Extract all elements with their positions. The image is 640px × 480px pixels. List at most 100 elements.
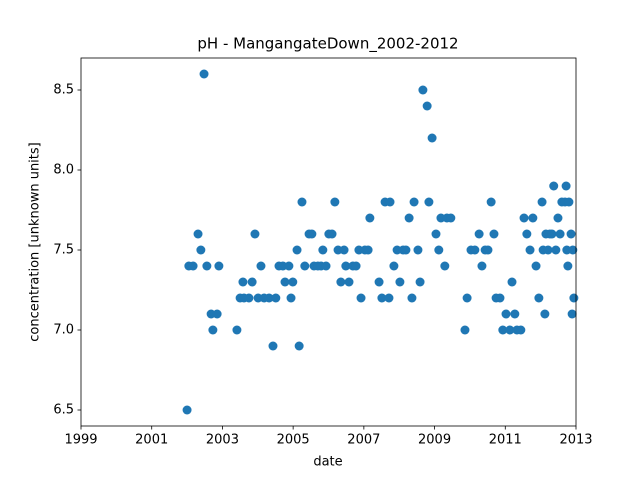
data-point: [356, 293, 366, 303]
data-point: [555, 229, 565, 239]
data-point: [415, 277, 425, 287]
data-point: [351, 261, 361, 271]
data-point: [377, 293, 387, 303]
data-point: [264, 293, 274, 303]
y-tick-label: 7.5: [53, 243, 74, 258]
y-axis-label: concentration [unknown units]: [28, 142, 43, 341]
data-point: [182, 405, 192, 415]
x-tick-label: 2013: [559, 433, 592, 448]
data-point: [474, 229, 484, 239]
x-tick-label: 2003: [206, 433, 239, 448]
data-point: [407, 293, 417, 303]
data-point: [440, 261, 450, 271]
data-point: [507, 277, 517, 287]
data-point: [327, 229, 337, 239]
data-point: [341, 261, 351, 271]
data-point: [247, 277, 257, 287]
data-point: [214, 261, 224, 271]
x-tick-label: 2001: [135, 433, 168, 448]
x-axis-label: date: [313, 455, 342, 470]
data-point: [446, 213, 456, 223]
data-point: [501, 309, 511, 319]
data-point: [549, 181, 559, 191]
data-point: [563, 261, 573, 271]
data-point: [300, 261, 310, 271]
data-point: [318, 245, 328, 255]
data-point: [483, 245, 493, 255]
data-point: [528, 213, 538, 223]
data-point: [486, 197, 496, 207]
data-point: [395, 277, 405, 287]
data-point: [510, 309, 520, 319]
data-point: [256, 261, 266, 271]
data-point: [389, 261, 399, 271]
y-tick-label: 7.0: [53, 323, 74, 338]
data-point: [422, 101, 432, 111]
data-point: [336, 277, 346, 287]
data-point: [477, 261, 487, 271]
x-tick-label: 2005: [277, 433, 310, 448]
data-point: [540, 309, 550, 319]
chart-title: pH - MangangateDown_2002-2012: [197, 35, 458, 54]
data-point: [505, 325, 515, 335]
data-point: [568, 245, 578, 255]
data-point: [330, 197, 340, 207]
data-point: [199, 69, 209, 79]
data-point: [525, 245, 535, 255]
data-point: [522, 229, 532, 239]
data-point: [202, 261, 212, 271]
data-point: [516, 325, 526, 335]
data-point: [418, 85, 428, 95]
data-point: [238, 277, 248, 287]
data-point: [384, 293, 394, 303]
data-point: [531, 261, 541, 271]
data-point: [566, 229, 576, 239]
data-point: [409, 197, 419, 207]
y-tick-label: 6.5: [53, 403, 74, 418]
data-point: [286, 293, 296, 303]
data-point: [547, 229, 557, 239]
data-point: [374, 277, 384, 287]
data-point: [498, 325, 508, 335]
data-point: [244, 293, 254, 303]
data-point: [534, 293, 544, 303]
data-point: [434, 245, 444, 255]
data-point: [363, 245, 373, 255]
data-point: [271, 293, 281, 303]
data-point: [537, 197, 547, 207]
plot-frame: [80, 57, 577, 427]
data-point: [284, 261, 294, 271]
x-tick-label: 2009: [418, 433, 451, 448]
data-point: [553, 213, 563, 223]
data-point: [294, 341, 304, 351]
data-point: [519, 213, 529, 223]
x-tick-label: 2011: [489, 433, 522, 448]
data-point: [268, 341, 278, 351]
data-point: [569, 293, 579, 303]
data-point: [250, 229, 260, 239]
data-point: [288, 277, 298, 287]
data-point: [424, 197, 434, 207]
data-point: [564, 197, 574, 207]
data-point: [470, 245, 480, 255]
data-point: [339, 245, 349, 255]
x-tick-label: 1999: [64, 433, 97, 448]
y-tick-label: 8.5: [53, 83, 74, 98]
data-point: [212, 309, 222, 319]
data-point: [344, 277, 354, 287]
data-point: [401, 245, 411, 255]
data-point: [193, 229, 203, 239]
data-point: [567, 309, 577, 319]
data-point: [489, 229, 499, 239]
data-point: [404, 213, 414, 223]
data-point: [208, 325, 218, 335]
data-point: [307, 229, 317, 239]
data-point: [365, 213, 375, 223]
data-point: [431, 229, 441, 239]
data-point: [561, 181, 571, 191]
data-point: [292, 245, 302, 255]
data-point: [280, 277, 290, 287]
y-tick-label: 8.0: [53, 163, 74, 178]
